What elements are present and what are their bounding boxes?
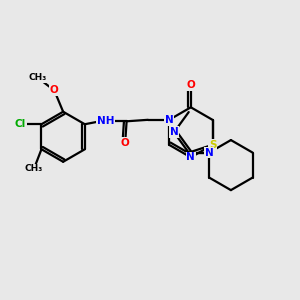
Text: N: N [205,148,214,158]
Text: O: O [50,85,59,95]
Text: NH: NH [97,116,114,126]
Text: N: N [165,115,173,125]
Text: CH₃: CH₃ [29,74,47,82]
Text: O: O [121,138,130,148]
Text: N: N [205,148,214,158]
Text: N: N [169,127,178,137]
Text: O: O [187,80,195,90]
Text: CH₃: CH₃ [25,164,43,173]
Text: Cl: Cl [15,119,26,129]
Text: N: N [187,152,195,162]
Text: S: S [209,140,216,150]
